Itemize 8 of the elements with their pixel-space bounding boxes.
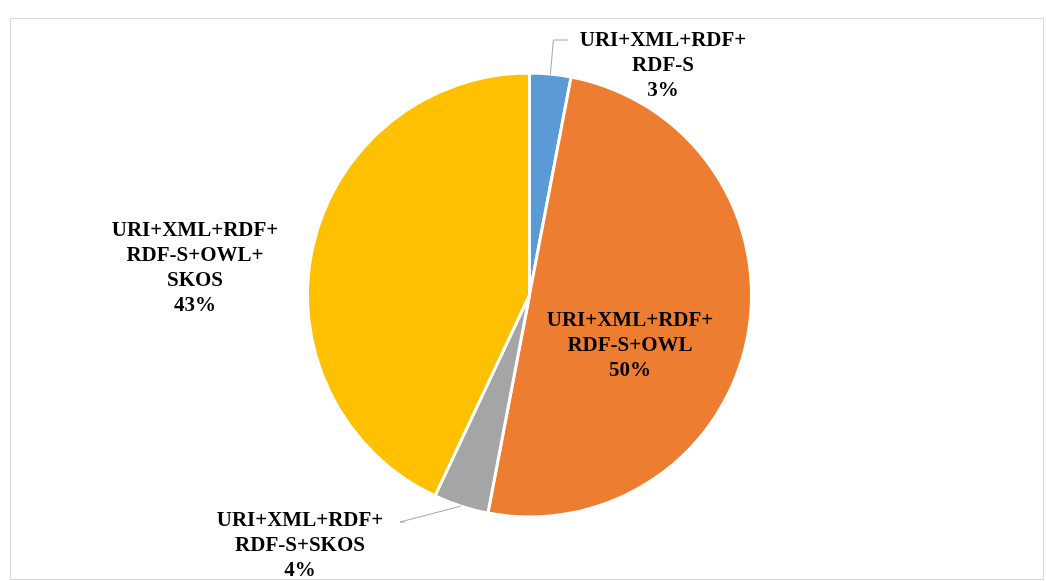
slice-label: URI+XML+RDF+RDF-S+SKOS: [216, 506, 384, 556]
data-label: 4%: [284, 556, 316, 581]
data-label: 50%: [609, 356, 651, 381]
data-label: 43%: [174, 291, 216, 316]
slice-label: URI+XML+RDF+RDF-S: [579, 26, 747, 76]
slice-label: URI+XML+RDF+RDF-S+OWL: [546, 306, 714, 356]
data-label: 3%: [647, 76, 679, 101]
slice-label: URI+XML+RDF+RDF-S+OWL+SKOS: [111, 216, 279, 291]
